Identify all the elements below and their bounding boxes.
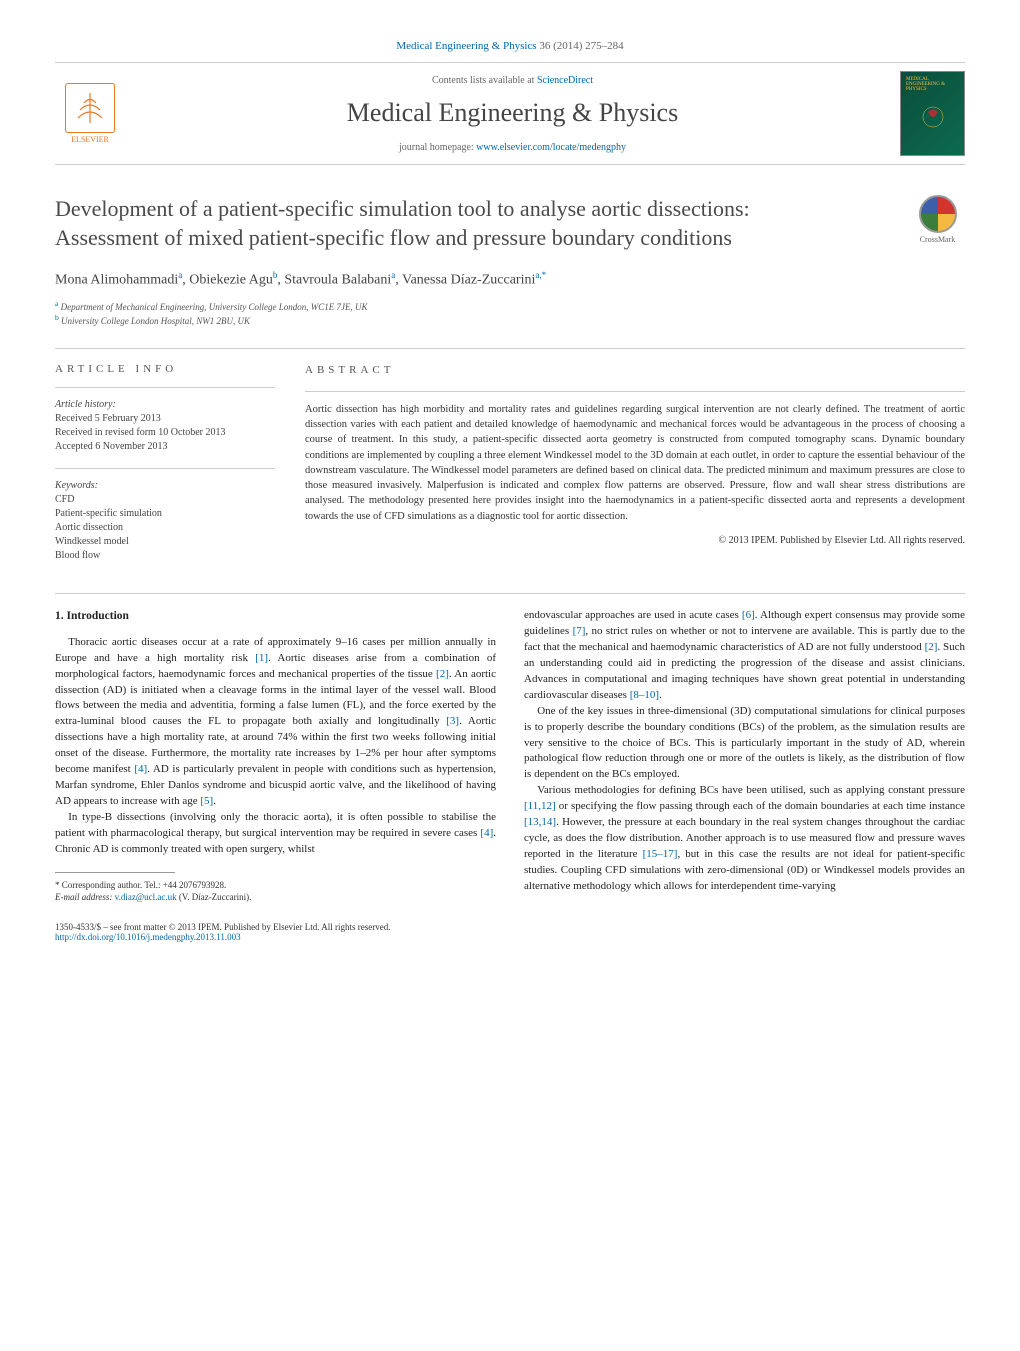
body-paragraph: Thoracic aortic diseases occur at a rate… xyxy=(55,635,496,810)
title-block: Development of a patient-specific simula… xyxy=(55,195,965,252)
article-info-heading: article info xyxy=(55,363,275,375)
contents-prefix: Contents lists available at xyxy=(432,75,537,86)
text-run: endovascular approaches are used in acut… xyxy=(524,609,742,621)
info-divider xyxy=(55,468,275,469)
keywords-block: Keywords: CFDPatient-specific simulation… xyxy=(55,479,275,563)
article-title: Development of a patient-specific simula… xyxy=(55,195,855,252)
keyword-item: Blood flow xyxy=(55,549,275,563)
banner-center: Contents lists available at ScienceDirec… xyxy=(125,75,900,153)
keyword-item: Aortic dissection xyxy=(55,521,275,535)
text-run: . xyxy=(659,689,662,701)
citation-link[interactable]: [4] xyxy=(134,763,147,775)
crossmark-badge[interactable]: CrossMark xyxy=(910,195,965,250)
crossmark-label: CrossMark xyxy=(920,235,956,244)
body-paragraph: In type-B dissections (involving only th… xyxy=(55,810,496,858)
email-link[interactable]: v.diaz@ucl.ac.uk xyxy=(115,892,177,902)
author-list: Mona Alimohammadia, Obiekezie Agub, Stav… xyxy=(55,270,965,289)
citation-link[interactable]: [6] xyxy=(742,609,755,621)
history-line: Received in revised form 10 October 2013 xyxy=(55,426,275,440)
sciencedirect-link[interactable]: ScienceDirect xyxy=(537,75,593,86)
page-container: Medical Engineering & Physics 36 (2014) … xyxy=(0,0,1020,972)
section-divider xyxy=(55,348,965,349)
contents-available-line: Contents lists available at ScienceDirec… xyxy=(125,75,900,86)
citation-link[interactable]: [11,12] xyxy=(524,800,556,812)
text-run: In type-B dissections (involving only th… xyxy=(55,811,496,839)
homepage-line: journal homepage: www.elsevier.com/locat… xyxy=(125,142,900,153)
text-run: , no strict rules on whether or not to i… xyxy=(524,625,965,653)
keyword-item: Windkessel model xyxy=(55,535,275,549)
history-label: Article history: xyxy=(55,398,275,412)
history-line: Accepted 6 November 2013 xyxy=(55,440,275,454)
publisher-name: ELSEVIER xyxy=(71,135,109,144)
journal-ref-suffix: 36 (2014) 275–284 xyxy=(537,40,624,52)
abstract-divider xyxy=(305,391,965,392)
citation-link[interactable]: [7] xyxy=(573,625,586,637)
homepage-link[interactable]: www.elsevier.com/locate/medengphy xyxy=(476,142,626,153)
corresponding-author-footnote: * Corresponding author. Tel.: +44 207679… xyxy=(55,879,496,904)
citation-link[interactable]: [2] xyxy=(436,668,449,680)
keywords-label: Keywords: xyxy=(55,479,275,493)
affiliations: a Department of Mechanical Engineering, … xyxy=(55,299,965,328)
issn-line: 1350-4533/$ – see front matter © 2013 IP… xyxy=(55,922,965,932)
journal-name: Medical Engineering & Physics xyxy=(125,98,900,128)
affiliation-line: a Department of Mechanical Engineering, … xyxy=(55,299,965,314)
journal-ref-link[interactable]: Medical Engineering & Physics xyxy=(396,40,536,52)
citation-link[interactable]: [5] xyxy=(200,795,213,807)
cover-graphic-icon xyxy=(913,92,953,132)
abstract-column: abstract Aortic dissection has high morb… xyxy=(305,363,965,577)
info-divider xyxy=(55,387,275,388)
email-label: E-mail address: xyxy=(55,892,115,902)
citation-link[interactable]: [1] xyxy=(255,652,268,664)
abstract-text: Aortic dissection has high morbidity and… xyxy=(305,402,965,524)
elsevier-tree-icon xyxy=(65,83,115,133)
publisher-logo[interactable]: ELSEVIER xyxy=(55,74,125,154)
keyword-item: CFD xyxy=(55,493,275,507)
running-header: Medical Engineering & Physics 36 (2014) … xyxy=(55,40,965,52)
text-run: Various methodologies for defining BCs h… xyxy=(537,784,965,796)
homepage-prefix: journal homepage: xyxy=(399,142,476,153)
body-text: 1. Introduction Thoracic aortic diseases… xyxy=(55,608,965,904)
page-footer: 1350-4533/$ – see front matter © 2013 IP… xyxy=(55,922,965,942)
footnote-separator xyxy=(55,872,175,873)
citation-link[interactable]: [4] xyxy=(480,827,493,839)
abstract-copyright: © 2013 IPEM. Published by Elsevier Ltd. … xyxy=(305,534,965,549)
citation-link[interactable]: [8–10] xyxy=(630,689,659,701)
article-history-block: Article history: Received 5 February 201… xyxy=(55,398,275,454)
article-info-column: article info Article history: Received 5… xyxy=(55,363,275,577)
text-run: . xyxy=(213,795,216,807)
text-run: or specifying the flow passing through e… xyxy=(556,800,965,812)
abstract-heading: abstract xyxy=(305,363,965,379)
body-paragraph: One of the key issues in three-dimension… xyxy=(524,704,965,784)
corr-author-line: * Corresponding author. Tel.: +44 207679… xyxy=(55,879,496,892)
citation-link[interactable]: [13,14] xyxy=(524,816,556,828)
body-paragraph: Various methodologies for defining BCs h… xyxy=(524,783,965,895)
email-name: (V. Díaz-Zuccarini). xyxy=(177,892,252,902)
body-paragraph: endovascular approaches are used in acut… xyxy=(524,608,965,704)
journal-cover-thumbnail[interactable]: MEDICAL ENGINEERING & PHYSICS xyxy=(900,71,965,156)
cover-title: MEDICAL ENGINEERING & PHYSICS xyxy=(906,77,959,92)
doi-link[interactable]: http://dx.doi.org/10.1016/j.medengphy.20… xyxy=(55,932,241,942)
history-line: Received 5 February 2013 xyxy=(55,412,275,426)
citation-link[interactable]: [15–17] xyxy=(643,848,678,860)
section-divider xyxy=(55,593,965,594)
crossmark-icon xyxy=(919,195,957,233)
journal-banner: ELSEVIER Contents lists available at Sci… xyxy=(55,62,965,165)
citation-link[interactable]: [2] xyxy=(925,641,938,653)
section-1-heading: 1. Introduction xyxy=(55,608,496,625)
citation-link[interactable]: [3] xyxy=(446,715,459,727)
keyword-item: Patient-specific simulation xyxy=(55,507,275,521)
email-line: E-mail address: v.diaz@ucl.ac.uk (V. Día… xyxy=(55,891,496,904)
info-abstract-row: article info Article history: Received 5… xyxy=(55,363,965,577)
affiliation-line: b University College London Hospital, NW… xyxy=(55,313,965,328)
